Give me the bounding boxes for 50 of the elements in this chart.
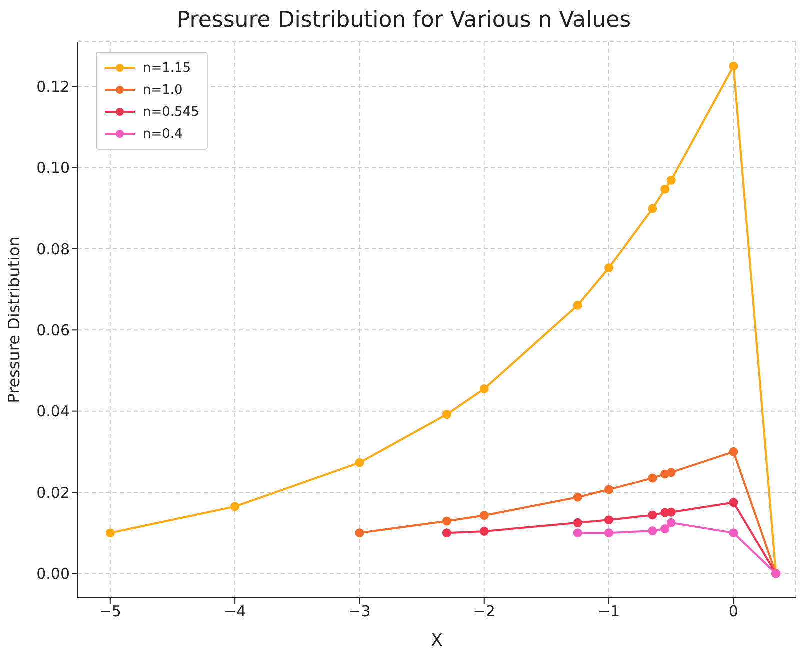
point bbox=[666, 176, 676, 185]
x-tick-label: −3 bbox=[348, 602, 371, 621]
point bbox=[604, 485, 614, 494]
point bbox=[573, 492, 582, 502]
x-axis-title: X bbox=[431, 631, 444, 651]
y-tick-label: 0.08 bbox=[36, 240, 70, 258]
x-tick-label: −2 bbox=[473, 602, 496, 621]
point bbox=[604, 264, 614, 273]
point bbox=[106, 528, 115, 538]
y-tick-label: 0.12 bbox=[36, 78, 70, 96]
point bbox=[442, 410, 452, 420]
point bbox=[648, 510, 658, 520]
chart-title: Pressure Distribution for Various n Values bbox=[176, 8, 632, 35]
point bbox=[729, 498, 738, 508]
point bbox=[648, 474, 658, 483]
point bbox=[729, 62, 738, 71]
x-tick-label: −4 bbox=[224, 602, 246, 621]
point bbox=[573, 300, 582, 310]
legend-label: n=0.4 bbox=[143, 126, 183, 142]
point bbox=[480, 511, 489, 520]
point bbox=[604, 528, 614, 538]
legend-label: n=0.545 bbox=[143, 104, 200, 120]
y-tick-label: 0.00 bbox=[36, 564, 70, 583]
point bbox=[355, 458, 364, 468]
point bbox=[648, 204, 658, 214]
x-tick-label: 0 bbox=[728, 602, 738, 621]
legend-label: n=1.0 bbox=[143, 82, 183, 98]
point bbox=[480, 384, 489, 394]
point bbox=[729, 447, 738, 456]
y-tick-label: 0.10 bbox=[36, 159, 70, 178]
y-tick-label: 0.06 bbox=[36, 321, 70, 340]
point bbox=[666, 468, 676, 478]
point bbox=[442, 516, 452, 526]
point bbox=[666, 518, 676, 528]
point bbox=[729, 528, 738, 538]
point bbox=[604, 516, 614, 525]
x-tick-label: −1 bbox=[598, 602, 620, 621]
legend-label: n=1.15 bbox=[143, 60, 192, 76]
y-tick-label: 0.04 bbox=[36, 402, 70, 421]
point bbox=[480, 526, 489, 536]
point bbox=[573, 518, 582, 528]
point bbox=[660, 524, 670, 534]
point bbox=[573, 528, 582, 538]
point bbox=[660, 184, 670, 194]
point bbox=[442, 528, 452, 538]
point bbox=[355, 528, 364, 538]
y-tick-label: 0.02 bbox=[36, 484, 70, 502]
point bbox=[648, 526, 658, 536]
point bbox=[230, 502, 240, 512]
x-tick-label: −5 bbox=[99, 602, 122, 621]
